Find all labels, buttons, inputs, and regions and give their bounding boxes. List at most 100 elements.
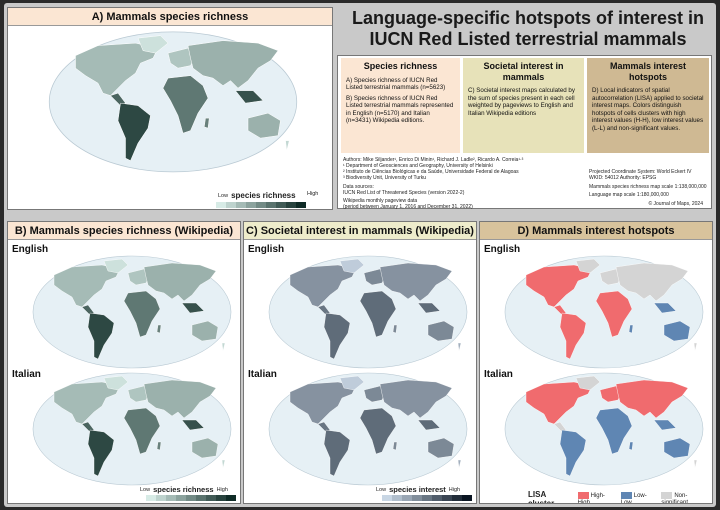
landmass-australia: [427, 320, 455, 342]
ramp-step: [226, 202, 236, 208]
landmass-south-america: [87, 312, 115, 360]
landmass-southeast-asia: [181, 302, 205, 314]
map-interest-english: [268, 255, 468, 369]
lisa-item-ns: Non-significant: [661, 492, 712, 503]
swatch-low-low: [620, 492, 632, 500]
landmass-greenland: [339, 258, 365, 274]
landmass-australia: [663, 437, 691, 459]
credits-left: Authors: Mike Siljander¹, Enrico Di Mini…: [343, 157, 573, 210]
info-species-richness: Species richness A) Species richness of …: [341, 58, 460, 153]
ramp-step: [216, 495, 226, 501]
landmass-europe: [363, 385, 387, 403]
legend-high-label: High: [216, 486, 228, 493]
swatch-high-high: [577, 492, 589, 500]
affiliation-1: ¹ Department of Geosciences and Geograph…: [343, 163, 493, 169]
landmass-australia: [663, 320, 691, 342]
info-hotspots: Mammals interest hotspots D) Local indic…: [587, 58, 709, 153]
panel-d-lang-italian: Italian: [484, 369, 513, 380]
landmass-europe: [127, 385, 151, 403]
ramp-step: [236, 202, 246, 208]
ramp-step: [276, 202, 286, 208]
data-source-wikipedia: Wikipedia monthly pageview data: [343, 198, 418, 204]
ramp-step: [206, 495, 216, 501]
ramp-step: [462, 495, 472, 501]
landmass-central-america: [317, 304, 331, 316]
data-source-iucn: IUCN Red List of Threatened Species (ver…: [343, 190, 465, 196]
ramp-step: [166, 495, 176, 501]
panel-b: B) Mammals species richness (Wikipedia) …: [7, 221, 241, 504]
poster-title: Language-specific hotspots of interest i…: [351, 8, 705, 49]
landmass-africa: [123, 407, 161, 455]
panel-b-lang-english: English: [12, 244, 49, 255]
landmass-asia: [187, 40, 279, 89]
info-col1-text-a: A) Species richness of IUCN Red Listed t…: [346, 76, 446, 92]
ramp-step: [226, 495, 236, 501]
panel-d-title: D) Mammals interest hotspots: [480, 222, 712, 240]
landmass-southeast-asia: [653, 419, 677, 431]
landmass-madagascar: [628, 441, 634, 451]
legend-low-label: Low: [140, 486, 151, 493]
ramp-step: [442, 495, 452, 501]
landmass-greenland: [103, 375, 129, 391]
landmass-asia: [379, 379, 453, 419]
credits-right: Projected Coordinate System: World Ecker…: [589, 169, 709, 207]
landmass-south-america: [323, 312, 351, 360]
panel-c-title: C) Societal interest in mammals (Wikiped…: [244, 222, 476, 240]
panel-b-title: B) Mammals species richness (Wikipedia): [8, 222, 240, 240]
map-species-richness: [48, 31, 298, 173]
landmass-greenland: [575, 375, 601, 391]
panel-c-lang-italian: Italian: [248, 369, 277, 380]
map-hotspots-english: [504, 255, 704, 369]
legend-ramp: [146, 495, 236, 501]
landmass-greenland: [339, 375, 365, 391]
landmass-asia: [615, 379, 689, 419]
ramp-step: [216, 202, 226, 208]
swatch-non-significant: [661, 492, 673, 500]
landmass-new-zealand: [221, 342, 226, 352]
authors: Authors: Mike Siljander¹, Enrico Di Mini…: [343, 157, 524, 163]
landmass-australia: [191, 320, 219, 342]
panel-d-lang-english: English: [484, 244, 521, 255]
landmass-central-america: [110, 92, 126, 106]
info-col1-text-b: B) Species richness of IUCN Red Listed t…: [346, 94, 454, 125]
landmass-madagascar: [156, 441, 162, 451]
scale-language: Language map scale 1:180,000,000: [589, 192, 669, 198]
landmass-europe: [167, 47, 196, 69]
scale-main: Mammals species richness map scale 1:138…: [589, 184, 707, 190]
legend-ramp: [382, 495, 472, 501]
ramp-step: [412, 495, 422, 501]
landmass-madagascar: [392, 324, 398, 334]
wkid: WKID: 54012 Authority: EPSG: [589, 175, 657, 181]
ramp-step: [156, 495, 166, 501]
landmass-madagascar: [156, 324, 162, 334]
panel-a-legend: Low species richness: [218, 191, 299, 200]
landmass-new-zealand: [693, 342, 698, 352]
landmass-madagascar: [392, 441, 398, 451]
info-col3-heading: Mammals interest hotspots: [609, 61, 687, 82]
landmass-central-america: [553, 421, 567, 433]
ramp-step: [176, 495, 186, 501]
ramp-step: [452, 495, 462, 501]
landmass-africa: [595, 407, 633, 455]
landmass-southeast-asia: [417, 302, 441, 314]
landmass-southeast-asia: [417, 419, 441, 431]
landmass-asia: [143, 262, 217, 302]
projection: Projected Coordinate System: World Ecker…: [589, 169, 692, 175]
landmass-south-america: [323, 429, 351, 477]
info-societal-interest: Societal interest in mammals C) Societal…: [463, 58, 584, 153]
legend-low-label: Low: [218, 192, 229, 199]
landmass-australia: [191, 437, 219, 459]
panel-a-title: A) Mammals species richness: [8, 8, 332, 26]
affiliation-3: ³ Biodiversity Unit, University of Turku: [343, 175, 427, 181]
legend-ramp: [216, 202, 306, 208]
legend-low-label: Low: [376, 486, 387, 493]
landmass-europe: [599, 385, 623, 403]
landmass-greenland: [575, 258, 601, 274]
landmass-africa: [359, 407, 397, 455]
panel-d: D) Mammals interest hotspots English Ita…: [479, 221, 713, 504]
landmass-central-america: [553, 304, 567, 316]
landmass-europe: [599, 268, 623, 286]
info-col3-text: D) Local indicators of spatial autocorre…: [592, 87, 704, 132]
landmass-australia: [247, 112, 281, 139]
info-box: Species richness A) Species richness of …: [337, 55, 712, 210]
